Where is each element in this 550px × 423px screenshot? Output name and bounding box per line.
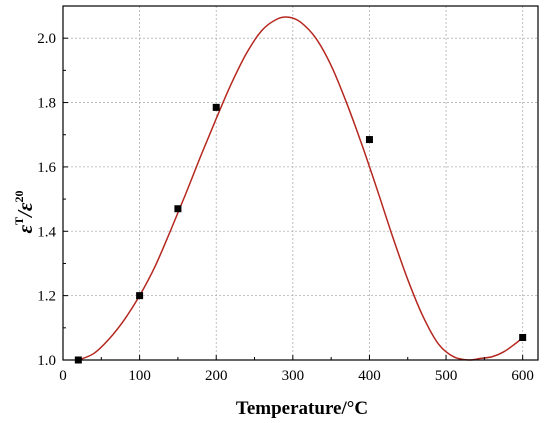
data-point [212, 103, 220, 111]
data-point [174, 205, 182, 213]
y-tick-label: 1.8 [37, 96, 56, 112]
data-point [136, 292, 144, 300]
y-tick-label: 1.0 [37, 353, 56, 369]
y-label-numerator-sup: T [12, 217, 26, 225]
plot-frame [62, 5, 539, 361]
fitted-curve [78, 16, 524, 361]
x-ticks: 0 100 200 300 400 500 600 [59, 355, 534, 384]
x-tick-label: 200 [205, 368, 228, 384]
y-tick-label: 2.0 [37, 31, 56, 47]
y-label-denominator: ε [13, 202, 37, 211]
points-layer [74, 103, 527, 364]
y-label-numerator: ε [13, 225, 37, 234]
x-tick-label: 500 [435, 368, 458, 384]
y-tick-label: 1.2 [37, 289, 56, 305]
y-tick-label: 1.6 [37, 160, 56, 176]
x-tick-label: 100 [128, 368, 151, 384]
y-tick-label: 1.4 [37, 224, 56, 240]
x-tick-label: 300 [282, 368, 305, 384]
y-label-denominator-sup: 20 [12, 190, 26, 202]
curve-layer [78, 16, 524, 361]
data-point [365, 136, 373, 144]
x-tick-label: 400 [358, 368, 381, 384]
svg-text:εT/ε20: εT/ε20 [12, 190, 37, 233]
x-axis-label: Temperature/°C [236, 398, 368, 419]
x-tick-label: 600 [511, 368, 534, 384]
y-label-divider: / [13, 209, 37, 219]
y-axis-label: εT/ε20 [12, 190, 37, 233]
x-tick-label: 0 [59, 368, 67, 384]
y-ticks: 1.0 1.2 1.4 1.6 1.8 2.0 [37, 31, 68, 369]
data-point [519, 333, 527, 341]
grid [63, 6, 538, 360]
